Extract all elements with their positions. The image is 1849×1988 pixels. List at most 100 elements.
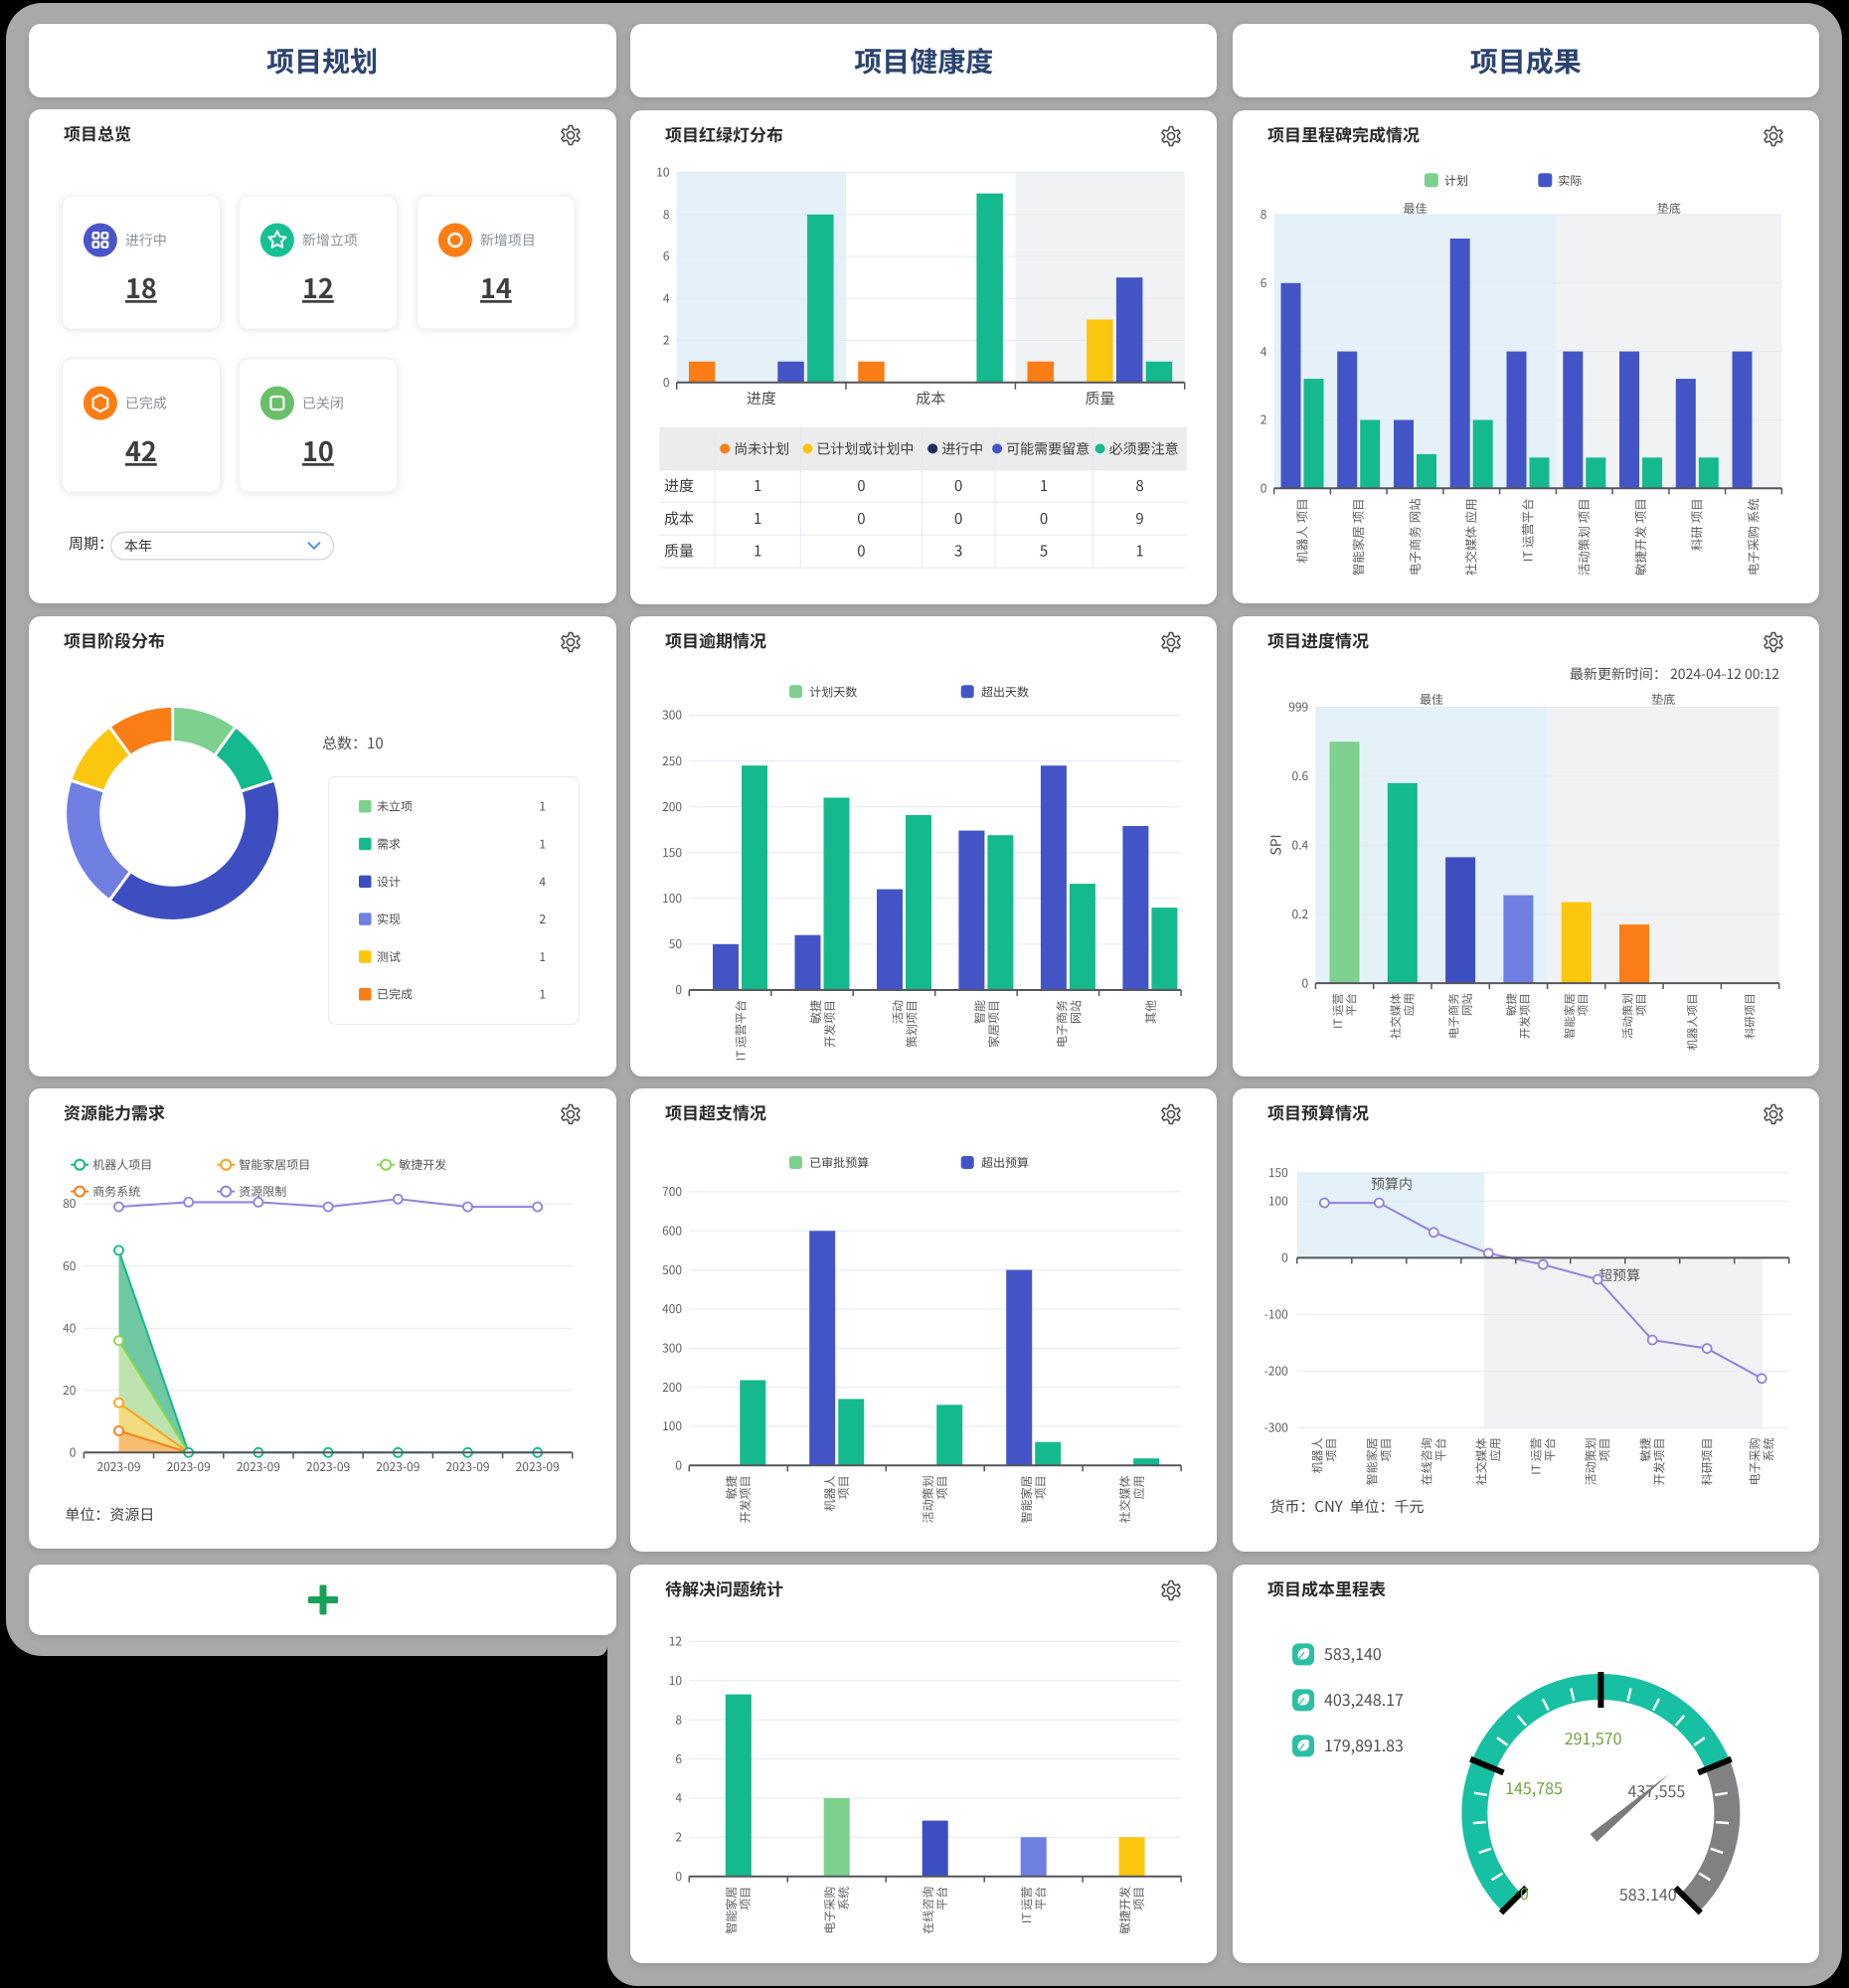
svg-text:设计: 设计 [377, 873, 401, 890]
svg-text:-300: -300 [1263, 1419, 1287, 1436]
svg-text:周期：: 周期： [69, 533, 113, 554]
svg-text:敏捷: 敏捷 [723, 1475, 740, 1499]
svg-text:100: 100 [662, 1417, 682, 1434]
svg-text:300: 300 [662, 706, 682, 723]
svg-text:8: 8 [676, 1711, 683, 1728]
svg-text:9: 9 [1136, 508, 1144, 529]
svg-text:策划项目: 策划项目 [904, 1000, 921, 1048]
svg-text:3: 3 [954, 541, 962, 562]
svg-text:开发项目: 开发项目 [1517, 993, 1533, 1039]
svg-text:平台: 平台 [1032, 1887, 1049, 1910]
svg-text:智能家居项目: 智能家居项目 [239, 1156, 310, 1173]
svg-text:10: 10 [669, 1672, 683, 1689]
svg-text:机器人: 机器人 [1308, 1437, 1325, 1473]
svg-text:IT 运营: IT 运营 [1329, 993, 1345, 1029]
svg-text:科研 项目: 科研 项目 [1686, 498, 1705, 551]
svg-text:敏捷: 敏捷 [1503, 992, 1519, 1015]
svg-text:0: 0 [663, 374, 670, 391]
svg-text:资源限制: 资源限制 [239, 1183, 286, 1200]
svg-text:583.140: 583.140 [1619, 1882, 1677, 1905]
svg-text:0: 0 [1281, 1249, 1288, 1266]
svg-text:145,785: 145,785 [1505, 1775, 1563, 1799]
svg-text:2023-09: 2023-09 [376, 1458, 420, 1475]
svg-text:项目: 项目 [835, 1475, 852, 1499]
svg-text:437,555: 437,555 [1627, 1778, 1685, 1802]
svg-text:开发项目: 开发项目 [737, 1475, 754, 1523]
svg-text:14: 14 [480, 267, 512, 306]
svg-text:4: 4 [676, 1789, 683, 1806]
svg-text:0: 0 [1301, 974, 1308, 991]
svg-text:智能家居: 智能家居 [1562, 993, 1578, 1039]
svg-text:垫底: 垫底 [1651, 691, 1675, 708]
svg-text:10: 10 [302, 430, 334, 469]
svg-text:平台: 平台 [933, 1887, 950, 1910]
svg-text:1: 1 [539, 947, 546, 964]
svg-text:在线咨询: 在线咨询 [920, 1887, 936, 1934]
svg-text:电子采购: 电子采购 [821, 1887, 838, 1934]
svg-text:1: 1 [539, 835, 546, 852]
svg-text:项目红绿灯分布: 项目红绿灯分布 [665, 121, 783, 146]
svg-text:2023-09: 2023-09 [306, 1458, 350, 1475]
svg-text:应用: 应用 [1486, 1437, 1503, 1461]
svg-text:科研项目: 科研项目 [1698, 1437, 1715, 1485]
svg-text:应用: 应用 [1401, 993, 1417, 1016]
svg-text:0: 0 [1040, 508, 1048, 529]
svg-text:-200: -200 [1263, 1363, 1287, 1380]
svg-text:2023-09: 2023-09 [445, 1458, 489, 1475]
svg-text:6: 6 [1260, 274, 1266, 291]
svg-text:6: 6 [676, 1750, 683, 1767]
svg-text:家居项目: 家居项目 [985, 1000, 1002, 1048]
svg-text:实现: 实现 [377, 911, 401, 927]
svg-text:实际: 实际 [1558, 172, 1582, 189]
svg-text:400: 400 [662, 1300, 682, 1317]
svg-text:-100: -100 [1263, 1306, 1287, 1323]
svg-text:2: 2 [539, 911, 546, 927]
svg-text:项目: 项目 [1632, 993, 1648, 1016]
svg-text:6: 6 [663, 248, 670, 264]
svg-text:电子采购 系统: 电子采购 系统 [1743, 498, 1762, 576]
svg-text:500: 500 [662, 1261, 682, 1278]
svg-text:网站: 网站 [1458, 992, 1474, 1015]
svg-text:40: 40 [63, 1319, 77, 1336]
svg-text:已关闭: 已关闭 [301, 394, 343, 414]
svg-text:IT 运营: IT 运营 [1018, 1887, 1035, 1923]
svg-text:项目超支情况: 项目超支情况 [665, 1099, 766, 1124]
svg-text:100: 100 [1267, 1193, 1287, 1210]
svg-text:8: 8 [663, 206, 670, 223]
svg-text:SPI: SPI [1265, 834, 1285, 855]
svg-text:10: 10 [656, 164, 670, 181]
svg-text:机器人: 机器人 [821, 1475, 838, 1511]
svg-text:100: 100 [662, 890, 682, 907]
svg-text:超预算: 超预算 [1598, 1265, 1640, 1285]
svg-text:5: 5 [1040, 541, 1048, 562]
svg-text:403,248.17: 403,248.17 [1324, 1687, 1404, 1711]
svg-text:最佳: 最佳 [1420, 691, 1443, 708]
svg-text:智能家居: 智能家居 [1018, 1475, 1035, 1523]
svg-text:项目进度情况: 项目进度情况 [1267, 627, 1369, 652]
svg-text:敏捷: 敏捷 [1636, 1437, 1653, 1461]
svg-text:活动策划: 活动策划 [1619, 993, 1635, 1039]
svg-text:智能家居: 智能家居 [723, 1887, 740, 1934]
svg-text:开发项目: 开发项目 [821, 1000, 838, 1048]
svg-text:垫底: 垫底 [1656, 200, 1680, 217]
svg-text:150: 150 [1267, 1164, 1287, 1181]
svg-text:项目: 项目 [1377, 1437, 1394, 1461]
svg-text:敏捷开发: 敏捷开发 [1116, 1887, 1133, 1934]
svg-text:质量: 质量 [1086, 388, 1115, 409]
svg-text:IT 运营平台: IT 运营平台 [1517, 498, 1536, 562]
svg-text:资源能力需求: 资源能力需求 [64, 1099, 165, 1124]
svg-text:新增项目: 新增项目 [479, 231, 535, 250]
svg-text:4: 4 [1260, 343, 1266, 360]
svg-text:在线咨询: 在线咨询 [1418, 1437, 1434, 1485]
svg-text:超出预算: 超出预算 [981, 1154, 1029, 1171]
svg-text:成本: 成本 [916, 388, 945, 409]
svg-text:社交媒体: 社交媒体 [1388, 992, 1404, 1038]
svg-text:智能: 智能 [971, 1000, 988, 1024]
svg-text:2: 2 [1260, 412, 1266, 428]
svg-text:1: 1 [539, 985, 546, 1002]
svg-text:0: 0 [858, 475, 866, 496]
svg-text:0.6: 0.6 [1291, 767, 1308, 784]
svg-text:0: 0 [69, 1444, 76, 1461]
svg-text:机器人 项目: 机器人 项目 [1291, 498, 1310, 563]
svg-text:2: 2 [663, 332, 670, 349]
